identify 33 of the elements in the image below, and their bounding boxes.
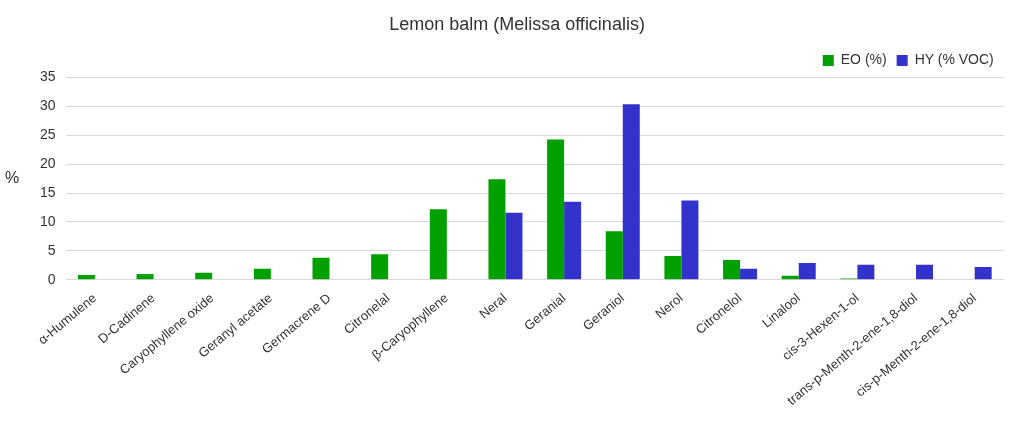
bar xyxy=(622,104,640,280)
bar xyxy=(312,257,330,280)
y-tick-label: 30 xyxy=(39,97,56,114)
bar xyxy=(605,231,623,280)
y-tick-label: 0 xyxy=(47,270,56,287)
chart-title: Lemon balm (Melissa officinalis) xyxy=(389,13,645,34)
bar xyxy=(371,254,389,280)
y-axis-title: % xyxy=(4,169,20,187)
bar xyxy=(798,262,816,280)
y-tick-label: 5 xyxy=(47,241,56,258)
bar xyxy=(136,273,154,280)
bar xyxy=(723,260,741,280)
bar xyxy=(916,264,934,280)
bar xyxy=(740,268,758,280)
bar xyxy=(547,139,565,280)
bar xyxy=(564,201,582,280)
y-tick-label: 25 xyxy=(39,126,56,143)
bar xyxy=(253,268,271,280)
legend-label: EO (%) xyxy=(840,51,887,68)
bar xyxy=(505,212,523,280)
bar xyxy=(429,209,447,280)
y-tick-label: 35 xyxy=(39,68,56,85)
legend-label: HY (% VOC) xyxy=(914,51,994,68)
bar xyxy=(974,266,992,280)
y-tick-label: 15 xyxy=(39,183,56,200)
bar xyxy=(664,256,682,280)
y-tick-label: 20 xyxy=(39,155,56,172)
bar xyxy=(77,275,95,280)
bar xyxy=(681,200,699,280)
bar xyxy=(857,264,875,280)
bar xyxy=(488,179,506,280)
bar xyxy=(195,272,213,280)
y-tick-label: 10 xyxy=(39,212,56,229)
